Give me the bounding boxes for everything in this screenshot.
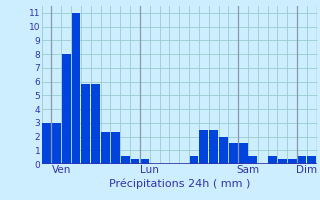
- Bar: [308, 156, 316, 164]
- Bar: [189, 156, 198, 164]
- Bar: [209, 130, 218, 164]
- Bar: [111, 132, 120, 164]
- Bar: [239, 143, 247, 164]
- Bar: [199, 130, 208, 164]
- Bar: [121, 156, 130, 164]
- Bar: [140, 159, 149, 164]
- Bar: [288, 159, 297, 164]
- Bar: [298, 156, 307, 164]
- Bar: [229, 143, 238, 164]
- Bar: [249, 156, 257, 164]
- Bar: [268, 156, 277, 164]
- Bar: [72, 13, 80, 164]
- Bar: [101, 132, 110, 164]
- X-axis label: Précipitations 24h ( mm ): Précipitations 24h ( mm ): [108, 178, 250, 189]
- Bar: [62, 54, 71, 164]
- Bar: [278, 159, 287, 164]
- Bar: [42, 123, 51, 164]
- Bar: [81, 84, 90, 164]
- Bar: [91, 84, 100, 164]
- Bar: [52, 123, 61, 164]
- Bar: [219, 137, 228, 164]
- Bar: [131, 159, 140, 164]
